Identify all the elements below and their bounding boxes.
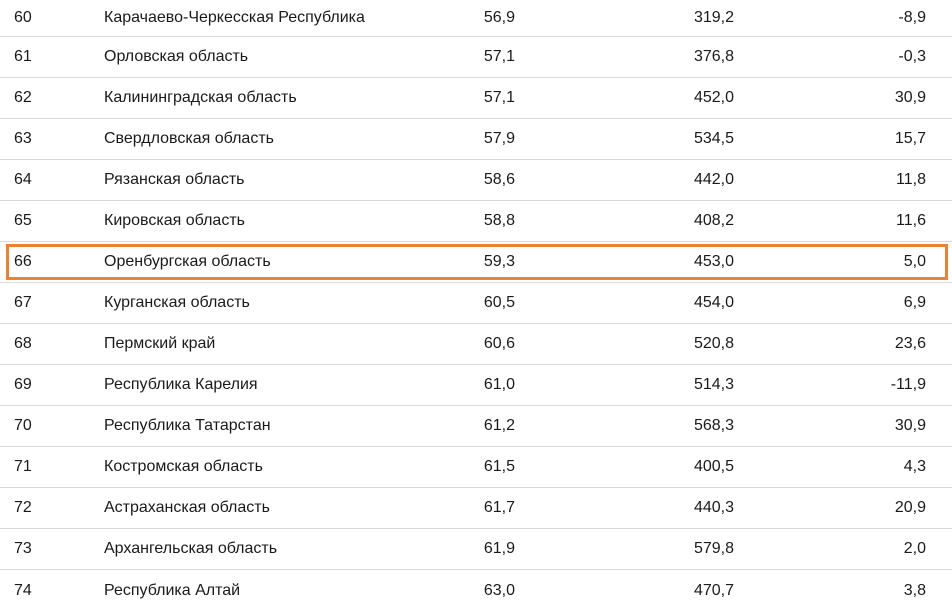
value-1-cell: 61,5 (483, 458, 515, 475)
value-1-cell: 61,2 (483, 417, 515, 434)
table-row: 64 Рязанская область 58,6 442,0 11,8 (0, 160, 952, 201)
value-2-cell: 454,0 (693, 294, 734, 311)
value-2-cell: 453,0 (693, 253, 734, 270)
region-cell: Архангельская область (104, 540, 278, 557)
value-1-cell: 58,8 (483, 212, 515, 229)
table-row: 62 Калининградская область 57,1 452,0 30… (0, 78, 952, 119)
value-3-cell: -0,3 (898, 48, 926, 65)
table-row: 71 Костромская область 61,5 400,5 4,3 (0, 447, 952, 488)
value-2-cell: 442,0 (693, 171, 734, 188)
value-3-cell: 23,6 (894, 335, 926, 352)
rank-cell: 65 (14, 212, 32, 229)
value-2-cell: 579,8 (693, 540, 734, 557)
value-3-cell: 11,6 (896, 212, 926, 229)
value-2-cell: 408,2 (693, 212, 734, 229)
rank-cell: 63 (14, 130, 32, 147)
region-cell: Пермский край (104, 335, 216, 352)
value-3-cell: 5,0 (903, 253, 926, 270)
rank-cell: 71 (14, 458, 32, 475)
table-row: 68 Пермский край 60,6 520,8 23,6 (0, 324, 952, 365)
region-cell: Рязанская область (104, 171, 245, 188)
table-row: 60 Карачаево-Черкесская Республика 56,9 … (0, 0, 952, 37)
value-2-cell: 452,0 (693, 89, 734, 106)
rank-cell: 62 (14, 89, 32, 106)
rank-cell: 70 (14, 417, 32, 434)
region-cell: Костромская область (104, 458, 263, 475)
table-row: 67 Курганская область 60,5 454,0 6,9 (0, 283, 952, 324)
rank-cell: 69 (14, 376, 32, 393)
table-row: 63 Свердловская область 57,9 534,5 15,7 (0, 119, 952, 160)
region-cell: Оренбургская область (104, 253, 271, 270)
value-2-cell: 470,7 (693, 581, 734, 599)
value-2-cell: 568,3 (693, 417, 734, 434)
value-3-cell: 2,0 (903, 540, 926, 557)
region-cell: Орловская область (104, 48, 249, 65)
rank-cell: 67 (14, 294, 32, 311)
value-2-cell: 534,5 (693, 130, 734, 147)
rank-cell: 66 (14, 253, 32, 270)
table-row: 73 Архангельская область 61,9 579,8 2,0 (0, 529, 952, 570)
region-cell: Республика Карелия (104, 376, 258, 393)
region-cell: Карачаево-Черкесская Республика (104, 9, 365, 26)
value-1-cell: 56,9 (483, 9, 515, 26)
value-3-cell: 30,9 (894, 89, 926, 106)
value-1-cell: 57,1 (483, 48, 515, 65)
value-1-cell: 61,7 (483, 499, 515, 516)
region-cell: Республика Алтай (104, 581, 241, 599)
value-1-cell: 63,0 (483, 581, 515, 599)
table-row: 72 Астраханская область 61,7 440,3 20,9 (0, 488, 952, 529)
value-2-cell: 376,8 (693, 48, 734, 65)
table-row: 70 Республика Татарстан 61,2 568,3 30,9 (0, 406, 952, 447)
table-row: 61 Орловская область 57,1 376,8 -0,3 (0, 37, 952, 78)
value-3-cell: 30,9 (894, 417, 926, 434)
table-row: 65 Кировская область 58,8 408,2 11,6 (0, 201, 952, 242)
value-1-cell: 58,6 (483, 171, 515, 188)
rank-cell: 74 (14, 581, 32, 599)
value-3-cell: 20,9 (894, 499, 926, 516)
value-3-cell: 15,7 (894, 130, 926, 147)
value-1-cell: 60,5 (483, 294, 515, 311)
value-3-cell: -8,9 (898, 9, 926, 26)
value-1-cell: 57,9 (483, 130, 515, 147)
value-2-cell: 520,8 (693, 335, 734, 352)
value-1-cell: 61,9 (483, 540, 515, 557)
value-3-cell: 4,3 (903, 458, 926, 475)
value-2-cell: 400,5 (693, 458, 734, 475)
region-cell: Республика Татарстан (104, 417, 271, 434)
value-3-cell: 3,8 (903, 581, 926, 599)
region-cell: Кировская область (104, 212, 245, 229)
value-1-cell: 60,6 (483, 335, 515, 352)
value-2-cell: 440,3 (693, 499, 734, 516)
table-row: 74 Республика Алтай 63,0 470,7 3,8 (0, 570, 952, 611)
rank-cell: 60 (14, 9, 32, 26)
region-cell: Свердловская область (104, 130, 274, 147)
rank-cell: 64 (14, 171, 32, 188)
region-cell: Астраханская область (104, 499, 270, 516)
region-cell: Курганская область (104, 294, 250, 311)
rank-cell: 61 (14, 48, 32, 65)
value-3-cell: -11,9 (890, 376, 926, 393)
value-1-cell: 57,1 (483, 89, 515, 106)
value-1-cell: 59,3 (483, 253, 515, 270)
rank-cell: 73 (14, 540, 32, 557)
value-3-cell: 11,8 (896, 171, 926, 188)
rank-cell: 72 (14, 499, 32, 516)
value-2-cell: 319,2 (693, 9, 734, 26)
table-row: 69 Республика Карелия 61,0 514,3 -11,9 (0, 365, 952, 406)
region-cell: Калининградская область (104, 89, 297, 106)
rank-cell: 68 (14, 335, 32, 352)
value-2-cell: 514,3 (693, 376, 734, 393)
value-3-cell: 6,9 (903, 294, 926, 311)
table-row-highlighted: 66 Оренбургская область 59,3 453,0 5,0 (0, 242, 952, 283)
value-1-cell: 61,0 (483, 376, 515, 393)
